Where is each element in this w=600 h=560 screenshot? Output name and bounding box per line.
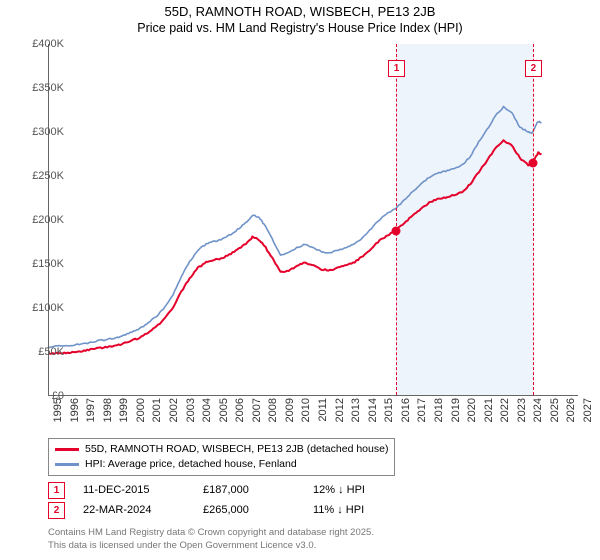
x-axis-tick: 2010 bbox=[300, 398, 312, 422]
y-axis-tick: £100K bbox=[4, 302, 64, 314]
chart-title-line1: 55D, RAMNOTH ROAD, WISBECH, PE13 2JB bbox=[0, 4, 600, 19]
legend-label: HPI: Average price, detached house, Fenl… bbox=[85, 457, 297, 472]
marker-diff: 11% ↓ HPI bbox=[313, 504, 453, 516]
chart-title-line2: Price paid vs. HM Land Registry's House … bbox=[0, 21, 600, 35]
x-axis-tick: 2000 bbox=[135, 398, 147, 422]
x-axis-tick: 2011 bbox=[317, 398, 329, 422]
x-axis-tick: 2019 bbox=[450, 398, 462, 422]
marker-line bbox=[396, 44, 397, 395]
marker-table: 1 11-DEC-2015£187,00012% ↓ HPI 2 22-MAR-202… bbox=[48, 480, 453, 520]
marker-dot bbox=[528, 158, 537, 167]
legend-item: HPI: Average price, detached house, Fenl… bbox=[55, 457, 388, 472]
series-line bbox=[49, 107, 541, 348]
marker-date: 22-MAR-2024 bbox=[83, 504, 203, 516]
y-axis-tick: £200K bbox=[4, 214, 64, 226]
x-axis-tick: 2025 bbox=[549, 398, 561, 422]
y-axis-tick: £50K bbox=[4, 346, 64, 358]
y-axis-tick: £150K bbox=[4, 258, 64, 270]
x-axis-tick: 2002 bbox=[168, 398, 180, 422]
y-axis-tick: £250K bbox=[4, 170, 64, 182]
x-axis-tick: 1996 bbox=[69, 398, 81, 422]
legend-item: 55D, RAMNOTH ROAD, WISBECH, PE13 2JB (de… bbox=[55, 442, 388, 457]
x-axis-tick: 2003 bbox=[185, 398, 197, 422]
x-axis-tick: 2009 bbox=[284, 398, 296, 422]
x-axis-tick: 2015 bbox=[383, 398, 395, 422]
x-axis-tick: 2023 bbox=[516, 398, 528, 422]
x-axis-tick: 2016 bbox=[400, 398, 412, 422]
legend-swatch bbox=[55, 448, 79, 451]
x-axis-tick: 2024 bbox=[532, 398, 544, 422]
x-axis-tick: 2014 bbox=[367, 398, 379, 422]
x-axis-tick: 2022 bbox=[499, 398, 511, 422]
x-axis-tick: 2004 bbox=[201, 398, 213, 422]
x-axis-tick: 1999 bbox=[118, 398, 130, 422]
marker-label: 1 bbox=[388, 60, 405, 77]
legend-swatch bbox=[55, 463, 79, 466]
legend-label: 55D, RAMNOTH ROAD, WISBECH, PE13 2JB (de… bbox=[85, 442, 388, 457]
x-axis-tick: 2026 bbox=[565, 398, 577, 422]
marker-line bbox=[533, 44, 534, 395]
x-axis-tick: 1995 bbox=[52, 398, 64, 422]
x-axis-tick: 2006 bbox=[234, 398, 246, 422]
marker-table-row: 2 22-MAR-2024£265,00011% ↓ HPI bbox=[48, 500, 453, 520]
footnote: Contains HM Land Registry data © Crown c… bbox=[48, 526, 374, 552]
x-axis-tick: 2007 bbox=[251, 398, 263, 422]
marker-date: 11-DEC-2015 bbox=[83, 484, 203, 496]
y-axis-tick: £400K bbox=[4, 38, 64, 50]
x-axis-tick: 2017 bbox=[416, 398, 428, 422]
x-axis-tick: 2005 bbox=[218, 398, 230, 422]
marker-price: £265,000 bbox=[203, 504, 313, 516]
footnote-line1: Contains HM Land Registry data © Crown c… bbox=[48, 526, 374, 539]
plot-area: 12 bbox=[48, 44, 578, 396]
y-axis-tick: £300K bbox=[4, 126, 64, 138]
series-line bbox=[49, 140, 541, 354]
x-axis-tick: 2021 bbox=[483, 398, 495, 422]
title-block: 55D, RAMNOTH ROAD, WISBECH, PE13 2JB Pri… bbox=[0, 0, 600, 35]
line-plot-svg bbox=[49, 44, 578, 395]
marker-price: £187,000 bbox=[203, 484, 313, 496]
marker-label: 2 bbox=[525, 60, 542, 77]
x-axis-tick: 2018 bbox=[433, 398, 445, 422]
x-axis-tick: 2013 bbox=[350, 398, 362, 422]
x-axis-tick: 1998 bbox=[102, 398, 114, 422]
marker-diff: 12% ↓ HPI bbox=[313, 484, 453, 496]
marker-id-box: 2 bbox=[48, 502, 65, 519]
marker-id-box: 1 bbox=[48, 482, 65, 499]
x-axis-tick: 2020 bbox=[466, 398, 478, 422]
x-axis-tick: 2001 bbox=[151, 398, 163, 422]
footnote-line2: This data is licensed under the Open Gov… bbox=[48, 539, 374, 552]
marker-dot bbox=[391, 227, 400, 236]
legend-box: 55D, RAMNOTH ROAD, WISBECH, PE13 2JB (de… bbox=[48, 438, 395, 476]
x-axis-tick: 2008 bbox=[267, 398, 279, 422]
x-axis-tick: 2012 bbox=[334, 398, 346, 422]
x-axis-tick: 2027 bbox=[582, 398, 594, 422]
x-axis-tick: 1997 bbox=[85, 398, 97, 422]
chart-container: 55D, RAMNOTH ROAD, WISBECH, PE13 2JB Pri… bbox=[0, 0, 600, 560]
marker-table-row: 1 11-DEC-2015£187,00012% ↓ HPI bbox=[48, 480, 453, 500]
y-axis-tick: £350K bbox=[4, 82, 64, 94]
